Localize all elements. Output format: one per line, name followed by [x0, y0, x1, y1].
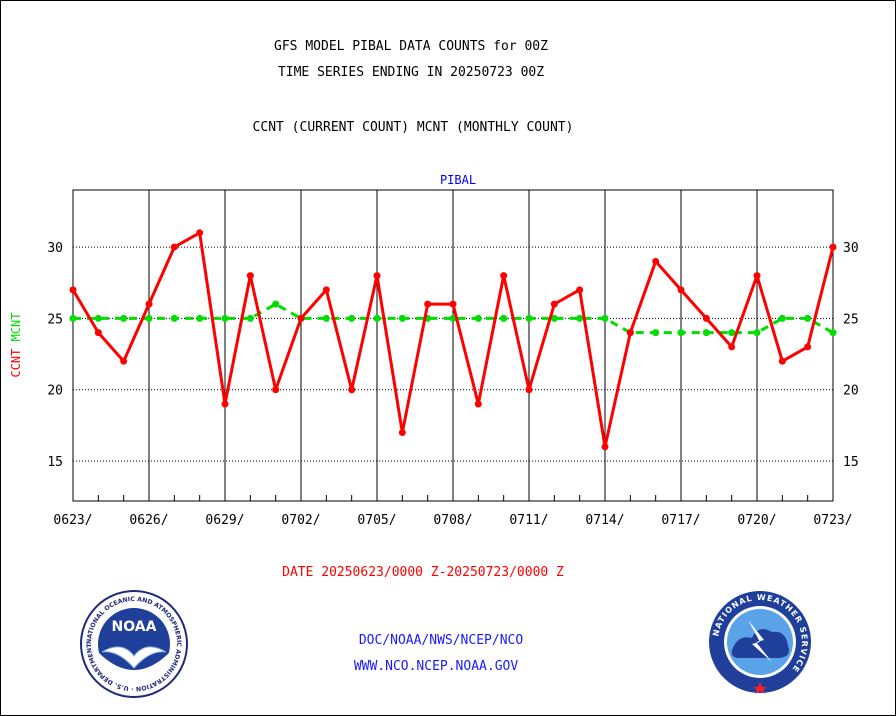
chart-title-line2: TIME SERIES ENDING IN 20250723 00Z — [277, 65, 545, 80]
point-mcnt-0712 — [550, 314, 558, 322]
point-ccnt-0626 — [145, 300, 153, 308]
noaa-logo-text: NOAA — [112, 619, 157, 635]
point-ccnt-0712 — [550, 300, 558, 308]
point-ccnt-0716 — [652, 257, 660, 265]
point-mcnt-0711 — [525, 314, 533, 322]
point-mcnt-0703 — [322, 314, 330, 322]
point-ccnt-0718 — [702, 314, 710, 322]
point-mcnt-0706 — [398, 314, 406, 322]
point-mcnt-0705 — [373, 314, 381, 322]
x-tick-label-0708: 0708/ — [433, 513, 472, 528]
point-mcnt-0721 — [778, 314, 786, 322]
date-range-label: DATE 20250623/0000 Z-20250723/0000 Z — [282, 565, 564, 580]
point-mcnt-0713 — [576, 314, 584, 322]
point-ccnt-0624 — [94, 329, 102, 337]
y-tick-label-left-15: 15 — [47, 455, 63, 470]
point-ccnt-0630 — [246, 272, 254, 280]
point-mcnt-0714 — [601, 314, 609, 322]
y-tick-label-left-30: 30 — [47, 241, 63, 256]
y-tick-label-right-15: 15 — [843, 455, 859, 470]
point-mcnt-0628 — [196, 314, 204, 322]
point-ccnt-0714 — [601, 443, 609, 451]
point-mcnt-0722 — [804, 314, 812, 322]
point-mcnt-0709 — [474, 314, 482, 322]
point-ccnt-0720 — [753, 272, 761, 280]
x-tick-label-0714: 0714/ — [585, 513, 624, 528]
point-ccnt-0625 — [120, 357, 128, 365]
point-mcnt-0719 — [728, 329, 736, 337]
point-ccnt-0701 — [272, 386, 280, 394]
point-ccnt-0705 — [373, 272, 381, 280]
point-mcnt-0624 — [94, 314, 102, 322]
point-ccnt-0721 — [778, 357, 786, 365]
point-ccnt-0723 — [829, 243, 837, 251]
x-tick-label-0623: 0623/ — [53, 513, 92, 528]
org-path-label: DOC/NOAA/NWS/NCEP/NCO — [358, 633, 524, 648]
point-ccnt-0702 — [297, 314, 305, 322]
point-mcnt-0723 — [829, 329, 837, 337]
point-ccnt-0629 — [221, 400, 229, 408]
point-ccnt-0709 — [474, 400, 482, 408]
x-tick-label-0711: 0711/ — [509, 513, 548, 528]
point-ccnt-0713 — [576, 286, 584, 294]
point-ccnt-0708 — [449, 300, 457, 308]
noaa-logo: NOAA NATIONAL OCEANIC AND ATMOSPHERIC AD… — [80, 590, 188, 698]
point-mcnt-0629 — [221, 314, 229, 322]
y-tick-label-right-20: 20 — [843, 384, 859, 399]
x-tick-label-0629: 0629/ — [205, 513, 244, 528]
point-ccnt-0706 — [398, 429, 406, 437]
point-mcnt-0630 — [246, 314, 254, 322]
point-mcnt-0704 — [348, 314, 356, 322]
point-ccnt-0707 — [424, 300, 432, 308]
point-ccnt-0717 — [677, 286, 685, 294]
point-mcnt-0720 — [753, 329, 761, 337]
point-ccnt-0627 — [170, 243, 178, 251]
y-tick-label-left-25: 25 — [47, 312, 63, 327]
y-axis-label-ccnt: CCNT — [9, 341, 23, 377]
point-ccnt-0711 — [525, 386, 533, 394]
chart-title-line1: GFS MODEL PIBAL DATA COUNTS for 00Z — [274, 39, 548, 54]
point-mcnt-0710 — [500, 314, 508, 322]
x-tick-label-0705: 0705/ — [357, 513, 396, 528]
pibal-chart: 15 15 20 20 25 25 30 30 0623/0626/0629/0702/0705… — [9, 173, 859, 528]
point-ccnt-0722 — [804, 343, 812, 351]
point-mcnt-0623 — [69, 314, 77, 322]
chart-subtitle: CCNT (CURRENT COUNT) MCNT (MONTHLY COUNT… — [252, 120, 574, 135]
website-label: WWW.NCO.NCEP.NOAA.GOV — [353, 659, 519, 674]
point-ccnt-0715 — [626, 329, 634, 337]
y-axis-label-mcnt: MCNT — [9, 312, 23, 341]
point-mcnt-0626 — [145, 314, 153, 322]
x-tick-label-0723: 0723/ — [813, 513, 852, 528]
x-tick-label-0717: 0717/ — [661, 513, 700, 528]
panel-title: PIBAL — [440, 173, 476, 187]
point-ccnt-0703 — [322, 286, 330, 294]
y-tick-label-left-20: 20 — [47, 384, 63, 399]
point-mcnt-0627 — [170, 314, 178, 322]
nws-logo: NATIONAL WEATHER SERVICE — [709, 591, 811, 694]
point-mcnt-0716 — [652, 329, 660, 337]
y-tick-label-right-25: 25 — [843, 312, 859, 327]
y-tick-label-right-30: 30 — [843, 241, 859, 256]
point-ccnt-0719 — [728, 343, 736, 351]
point-ccnt-0623 — [69, 286, 77, 294]
point-ccnt-0704 — [348, 386, 356, 394]
point-ccnt-0628 — [196, 229, 204, 237]
point-mcnt-0625 — [120, 314, 128, 322]
point-mcnt-0717 — [677, 329, 685, 337]
x-tick-label-0702: 0702/ — [281, 513, 320, 528]
y-axis-label: CCNT MCNT — [9, 312, 23, 377]
x-tick-label-0626: 0626/ — [129, 513, 168, 528]
point-mcnt-0718 — [702, 329, 710, 337]
point-mcnt-0701 — [272, 300, 280, 308]
point-ccnt-0710 — [500, 272, 508, 280]
x-tick-label-0720: 0720/ — [737, 513, 776, 528]
